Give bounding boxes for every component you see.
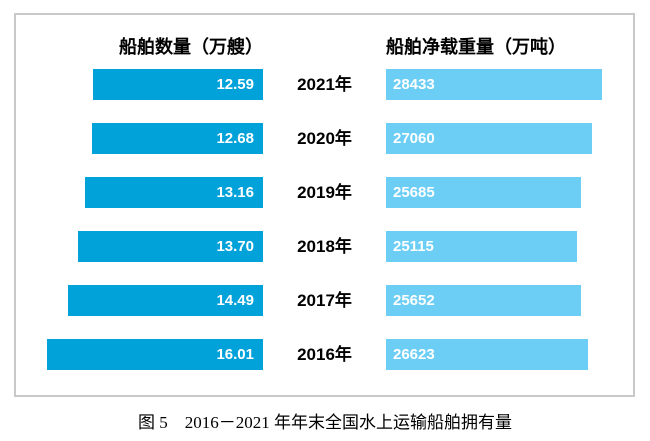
- chart-row: 12.68 2020年 27060: [16, 123, 633, 154]
- left-bar-value: 13.16: [216, 184, 254, 201]
- right-series-header: 船舶净载重量（万吨）: [386, 37, 566, 57]
- right-bar-value: 27060: [393, 130, 435, 147]
- left-bar: 16.01: [47, 339, 263, 370]
- left-bar-value: 12.68: [216, 130, 254, 147]
- year-label: 2016年: [297, 345, 352, 364]
- left-bar: 12.68: [92, 123, 263, 154]
- chart-row: 14.49 2017年 25652: [16, 285, 633, 316]
- right-bar-value: 25115: [393, 238, 434, 255]
- year-label: 2019年: [297, 183, 352, 202]
- left-bar-value: 12.59: [216, 76, 254, 93]
- left-bar-value: 13.70: [216, 238, 254, 255]
- chart-row: 16.01 2016年 26623: [16, 339, 633, 370]
- right-bar: 25685: [386, 177, 581, 208]
- left-bar-value: 16.01: [216, 346, 254, 363]
- left-series-header: 船舶数量（万艘）: [119, 37, 263, 57]
- right-bar: 25115: [386, 231, 577, 262]
- chart-row: 12.59 2021年 28433: [16, 69, 633, 100]
- chart-frame: 船舶数量（万艘） 船舶净载重量（万吨） 12.59 2021年 28433 12…: [14, 13, 635, 397]
- figure-caption: 图 5 2016－2021 年年末全国水上运输船舶拥有量: [138, 413, 512, 432]
- right-bar: 25652: [386, 285, 581, 316]
- year-label: 2021年: [297, 75, 352, 94]
- chart-row: 13.70 2018年 25115: [16, 231, 633, 262]
- year-label: 2018年: [297, 237, 352, 256]
- right-bar: 27060: [386, 123, 592, 154]
- right-bar-value: 26623: [393, 346, 435, 363]
- right-bar-value: 25685: [393, 184, 435, 201]
- year-label: 2020年: [297, 129, 352, 148]
- left-bar: 14.49: [68, 285, 263, 316]
- right-bar-value: 28433: [393, 76, 435, 93]
- right-bar-value: 25652: [393, 292, 435, 309]
- year-label: 2017年: [297, 291, 352, 310]
- left-bar-value: 14.49: [216, 292, 254, 309]
- left-bar: 13.16: [85, 177, 263, 208]
- right-bar: 28433: [386, 69, 602, 100]
- left-bar: 12.59: [93, 69, 263, 100]
- right-bar: 26623: [386, 339, 588, 370]
- chart-row: 13.16 2019年 25685: [16, 177, 633, 208]
- left-bar: 13.70: [78, 231, 263, 262]
